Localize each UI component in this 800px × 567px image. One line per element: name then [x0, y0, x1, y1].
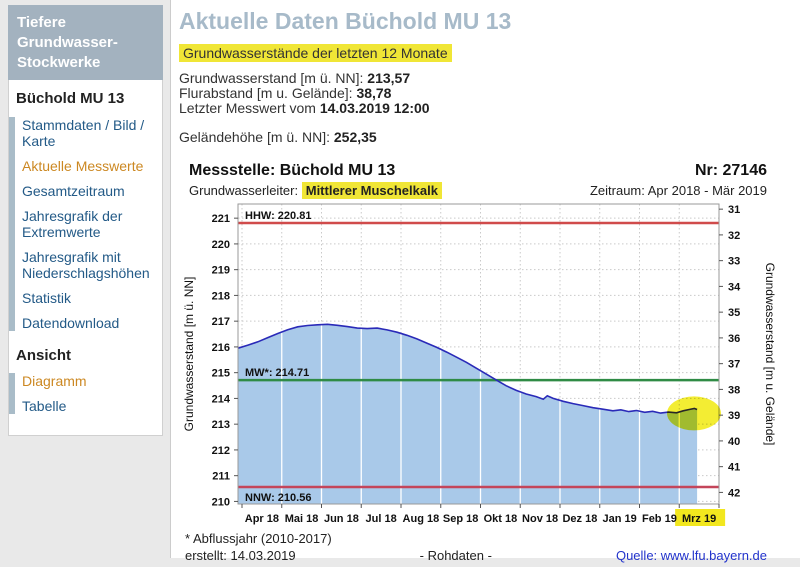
svg-text:40: 40	[728, 436, 740, 448]
svg-text:217: 217	[212, 316, 230, 328]
rohdaten-label: - Rohdaten -	[419, 548, 492, 563]
gelaendehoehe-value: 252,35	[333, 129, 377, 145]
chart-footer: erstellt: 14.03.2019 - Rohdaten - Quelle…	[179, 548, 767, 563]
svg-text:32: 32	[728, 230, 740, 242]
sidebar-item-statistik[interactable]: Statistik	[22, 290, 72, 307]
info-grundwasserstand: Grundwasserstand [m ü. NN]: 213,57	[179, 70, 411, 86]
svg-text:31: 31	[728, 204, 740, 216]
chart-subheader: Grundwasserleiter: Mittlerer Muschelkalk…	[179, 182, 767, 199]
chart-number-label: Nr: 27146	[694, 162, 767, 179]
sidebar-item-stammdaten[interactable]: Stammdaten / Bild / Karte	[22, 117, 145, 150]
svg-text:41: 41	[728, 462, 740, 474]
svg-text:216: 216	[212, 342, 230, 354]
chart-header: Messstelle: Büchold MU 13 Nr: 27146	[179, 162, 767, 180]
svg-text:Aug 18: Aug 18	[403, 513, 440, 525]
flurabstand-value: 38,78	[356, 85, 392, 101]
info-letzter-messwert: Letzter Messwert vom 14.03.2019 12:00	[179, 100, 430, 116]
sidebar-item-diagramm[interactable]: Diagramm	[22, 373, 87, 390]
sidebar-item-tabelle[interactable]: Tabelle	[22, 398, 67, 415]
aquifer-value-highlighted: Mittlerer Muschelkalk	[301, 182, 442, 199]
svg-text:214: 214	[212, 393, 231, 405]
svg-text:Feb 19: Feb 19	[642, 513, 677, 525]
sidebar-item-aktuelle-messwerte[interactable]: Aktuelle Messwerte	[22, 158, 144, 175]
svg-text:38: 38	[728, 384, 740, 396]
info-flurabstand: Flurabstand [m u. Gelände]: 38,78	[179, 85, 392, 101]
svg-text:Sep 18: Sep 18	[443, 513, 478, 525]
svg-text:37: 37	[728, 359, 740, 371]
messwert-datum-value: 14.03.2019 12:00	[319, 100, 430, 116]
station-title: Büchold MU 13	[16, 90, 125, 108]
month-label-highlight	[675, 509, 726, 526]
plot-border	[237, 203, 720, 505]
aquifer-line: Grundwasserleiter: Mittlerer Muschelkalk	[189, 182, 442, 199]
info-gelaendehoehe: Geländehöhe [m ü. NN]: 252,35	[179, 129, 377, 145]
svg-text:219: 219	[212, 265, 230, 277]
created-label: erstellt: 14.03.2019	[185, 548, 296, 563]
aquifer-label: Grundwasserleiter:	[189, 183, 299, 198]
nnw-label: NNW: 210.56	[245, 492, 311, 504]
svg-text:35: 35	[728, 307, 740, 319]
view-nav: Diagramm Tabelle	[9, 373, 156, 415]
right-axis-title: Grundwasserstand [m u. Gelände]	[763, 263, 777, 446]
left-axis-title: Grundwasserstand [m ü. NN]	[182, 277, 196, 432]
svg-text:Okt 18: Okt 18	[484, 513, 518, 525]
svg-text:Jun 18: Jun 18	[324, 513, 359, 525]
svg-text:218: 218	[212, 290, 230, 302]
svg-text:221: 221	[212, 213, 230, 225]
mw-label: MW*: 214.71	[245, 367, 309, 379]
svg-text:42: 42	[728, 487, 740, 499]
sidebar-item-datendownload[interactable]: Datendownload	[22, 315, 120, 332]
sidebar: Tiefere Grundwasser-Stockwerke Büchold M…	[0, 0, 170, 567]
sidebar-panel: Büchold MU 13 Stammdaten / Bild / Karte …	[8, 80, 163, 437]
groundwater-chart: HHW: 220.81 MW*: 214.71 NNW: 210.56 210 211 2…	[182, 203, 777, 526]
series-area-fill	[238, 324, 698, 504]
svg-text:Jan 19: Jan 19	[602, 513, 636, 525]
svg-text:Mai 18: Mai 18	[285, 513, 319, 525]
svg-text:Apr 18: Apr 18	[245, 513, 279, 525]
sidebar-item-jahresgrafik-niederschlag[interactable]: Jahresgrafik mit Niederschlagshöhen	[22, 249, 150, 282]
groundwater-curve	[237, 323, 698, 414]
page-title: Aktuelle Daten Büchold MU 13	[179, 8, 512, 34]
svg-text:36: 36	[728, 333, 740, 345]
svg-text:213: 213	[212, 419, 230, 431]
svg-text:Mrz 19: Mrz 19	[682, 513, 716, 525]
main-content: Aktuelle Daten Büchold MU 13 Grundwasser…	[170, 0, 800, 563]
svg-text:Jul 18: Jul 18	[366, 513, 397, 525]
svg-text:212: 212	[212, 445, 230, 457]
marker-highlight-blob	[667, 396, 721, 431]
svg-text:211: 211	[212, 471, 230, 483]
sidebar-item-gesamtzeitraum[interactable]: Gesamtzeitraum	[22, 183, 125, 200]
station-info: Grundwasserstand [m ü. NN]: 213,57 Flura…	[179, 71, 800, 116]
svg-text:215: 215	[212, 368, 230, 380]
svg-text:220: 220	[212, 239, 230, 251]
view-title: Ansicht	[16, 347, 72, 365]
subtitle-highlighted: Grundwasserstände der letzten 12 Monate	[179, 44, 452, 62]
svg-text:34: 34	[728, 281, 741, 293]
svg-text:Nov 18: Nov 18	[522, 513, 558, 525]
svg-text:39: 39	[728, 410, 740, 422]
period-label: Zeitraum: Apr 2018 - Mär 2019	[589, 183, 767, 198]
svg-text:210: 210	[212, 496, 230, 508]
hhw-label: HHW: 220.81	[245, 210, 311, 222]
station-nav: Stammdaten / Bild / Karte Aktuelle Messw…	[9, 117, 156, 332]
svg-text:33: 33	[728, 256, 740, 268]
chart-footnote: * Abflussjahr (2010-2017)	[185, 531, 332, 546]
sidebar-header: Tiefere Grundwasser-Stockwerke	[8, 5, 163, 81]
grundwasserstand-value: 213,57	[367, 70, 411, 86]
svg-text:Dez 18: Dez 18	[562, 513, 597, 525]
sidebar-item-jahresgrafik-extremwerte[interactable]: Jahresgrafik der Extremwerte	[22, 208, 123, 241]
chart-station-label: Messstelle: Büchold MU 13	[189, 162, 396, 179]
source-link[interactable]: Quelle: www.lfu.bayern.de	[615, 548, 767, 563]
